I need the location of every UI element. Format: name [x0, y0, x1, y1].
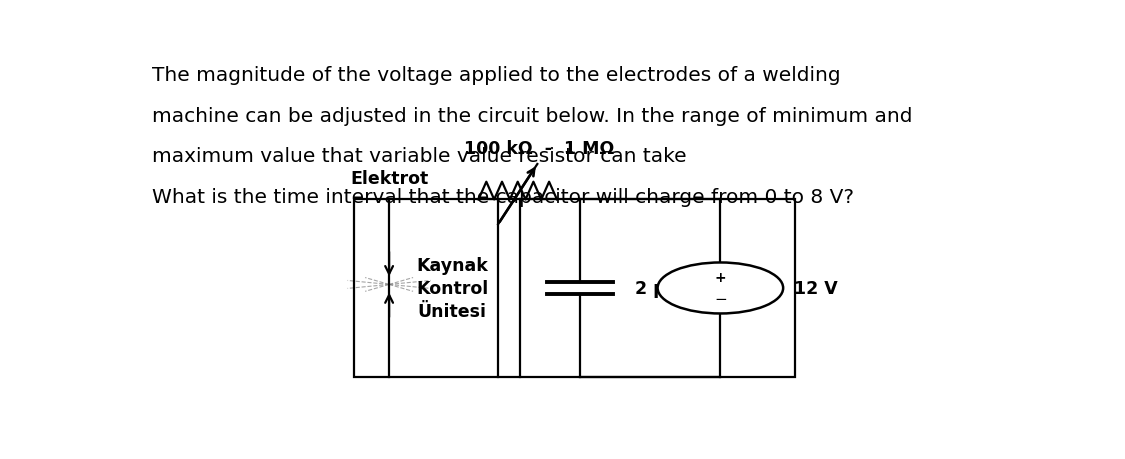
- Text: machine can be adjusted in the circuit below. In the range of minimum and: machine can be adjusted in the circuit b…: [152, 106, 912, 125]
- Text: 2 μF: 2 μF: [636, 280, 678, 297]
- Text: −: −: [714, 291, 727, 307]
- Text: Kaynak: Kaynak: [416, 257, 488, 274]
- Text: The magnitude of the voltage applied to the electrodes of a welding: The magnitude of the voltage applied to …: [152, 66, 840, 84]
- Bar: [520, 200, 794, 377]
- Text: 12 V: 12 V: [793, 280, 837, 297]
- Text: +: +: [714, 271, 727, 285]
- Text: 100 kΩ  -  1 MΩ: 100 kΩ - 1 MΩ: [465, 140, 614, 157]
- Text: Kontrol: Kontrol: [416, 280, 488, 297]
- Bar: [354, 200, 498, 377]
- Circle shape: [658, 263, 783, 314]
- Text: Ünitesi: Ünitesi: [417, 302, 487, 320]
- Text: What is the time interval that the capacitor will charge from 0 to 8 V?: What is the time interval that the capac…: [152, 188, 854, 207]
- Text: Elektrot: Elektrot: [350, 170, 429, 188]
- Text: maximum value that variable value resistor can take: maximum value that variable value resist…: [152, 147, 686, 166]
